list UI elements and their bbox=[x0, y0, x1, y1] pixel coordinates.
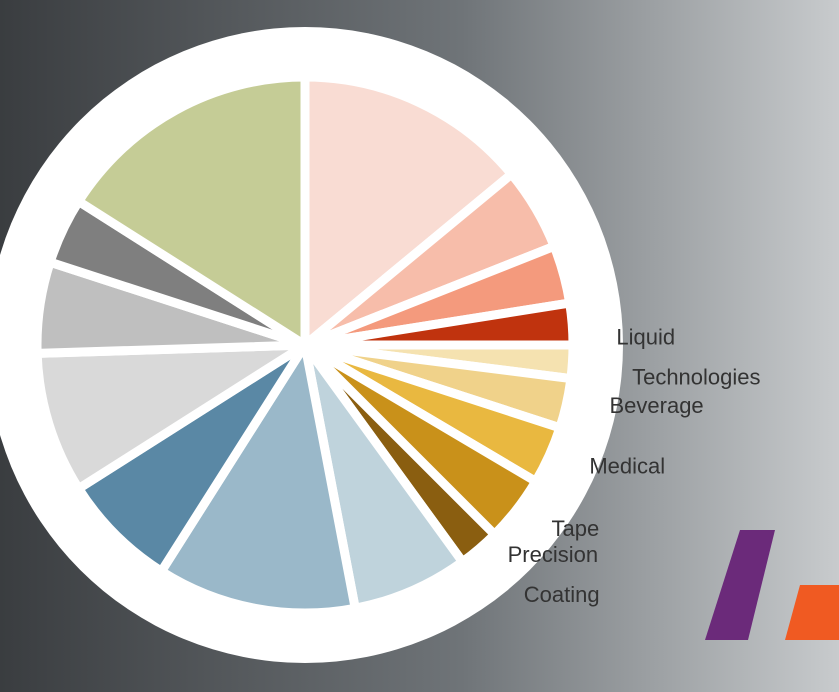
slice-label-line: Beverage bbox=[609, 393, 703, 418]
slice-label-line: Technologies bbox=[626, 365, 760, 390]
slice-label-line: Liquid bbox=[616, 325, 675, 350]
pie-slice bbox=[300, 72, 518, 355]
pie-slice bbox=[32, 339, 322, 495]
logo-right bbox=[785, 585, 839, 640]
slice-label: Liquid Technologies bbox=[616, 325, 760, 390]
slice-label: Beverage bbox=[609, 393, 703, 418]
slice-label: Medical bbox=[589, 453, 665, 478]
slice-label-line: Precision bbox=[508, 542, 598, 567]
pie-slice bbox=[155, 332, 361, 618]
logo-left bbox=[705, 530, 775, 640]
slice-label-line: Tape bbox=[552, 516, 600, 541]
slice-label: Precision Coating bbox=[508, 542, 600, 607]
slice-label-line: Coating bbox=[518, 582, 600, 607]
pie-slice bbox=[72, 72, 310, 354]
slice-label-line: Medical bbox=[589, 453, 665, 478]
slice-label: Tape bbox=[552, 516, 600, 541]
pie: Liquid Technologies Beverage Medical TapePr… bbox=[32, 72, 761, 618]
